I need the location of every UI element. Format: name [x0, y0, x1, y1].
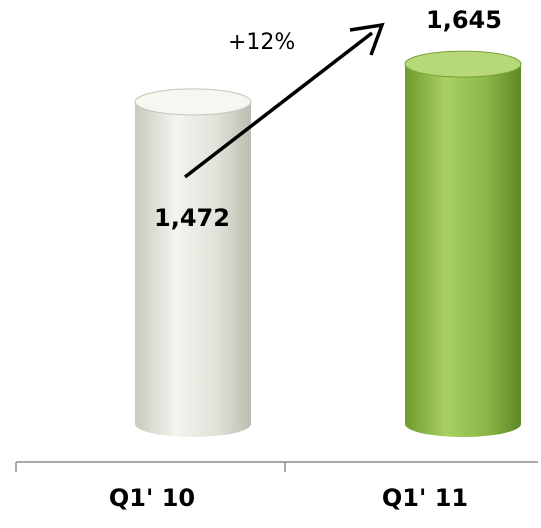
bar-top: [404, 50, 522, 78]
growth-arrow: [183, 22, 385, 179]
data-label-q1-11: 1,645: [426, 6, 502, 34]
x-tick-label-q1-11: Q1' 11: [381, 484, 469, 512]
growth-annotation: +12%: [228, 30, 296, 55]
x-tick-label-q1-10: Q1' 10: [108, 484, 196, 512]
data-label-q1-10: 1,472: [154, 204, 230, 232]
bar-body: [405, 64, 521, 437]
bar-body: [135, 101, 251, 438]
bar-q1-11: [404, 50, 522, 437]
bar-top: [134, 88, 252, 116]
bar-q1-10: [134, 88, 252, 438]
